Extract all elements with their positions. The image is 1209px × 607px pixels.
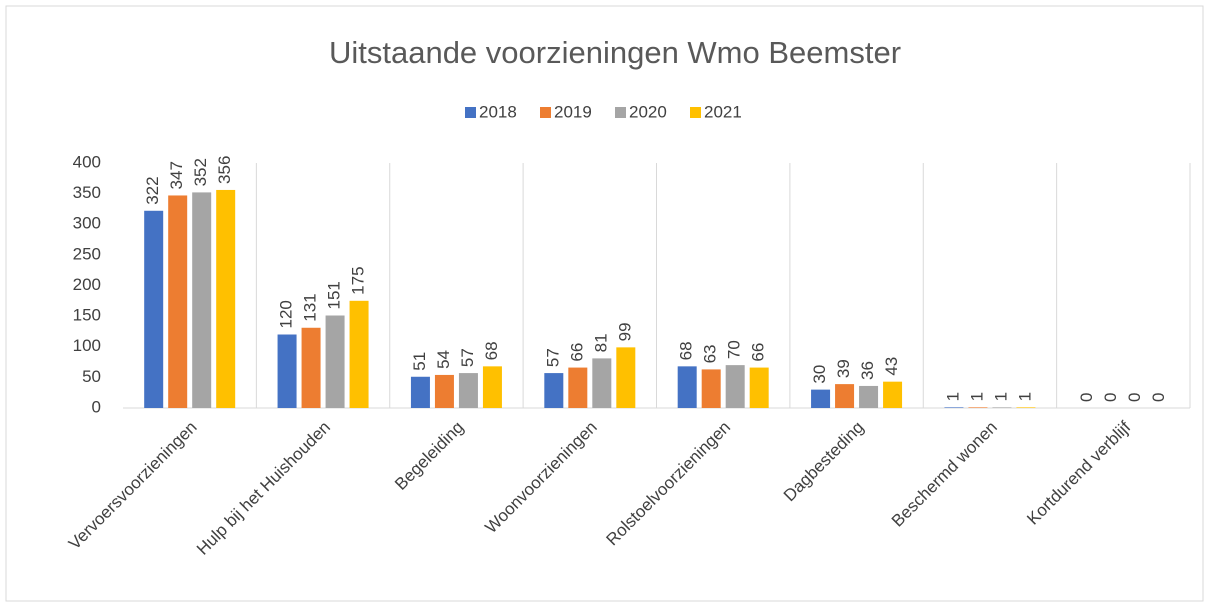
data-label: 347 bbox=[167, 161, 186, 189]
data-label: 0 bbox=[1149, 393, 1168, 402]
bar bbox=[410, 376, 430, 408]
data-label: 57 bbox=[543, 348, 562, 367]
bar bbox=[325, 315, 345, 408]
legend-label: 2020 bbox=[629, 102, 667, 121]
bar bbox=[883, 381, 903, 408]
legend-swatch bbox=[615, 107, 626, 118]
data-label: 120 bbox=[277, 300, 296, 328]
bar bbox=[144, 210, 164, 408]
bar bbox=[859, 385, 879, 408]
bar bbox=[1016, 407, 1036, 408]
data-label: 356 bbox=[215, 156, 234, 184]
bar bbox=[277, 334, 297, 408]
bar bbox=[434, 374, 454, 408]
y-tick-label: 350 bbox=[73, 183, 101, 202]
data-label: 322 bbox=[143, 176, 162, 204]
bar bbox=[349, 300, 369, 408]
data-label: 1 bbox=[1015, 392, 1034, 401]
bar bbox=[568, 367, 588, 408]
chart-title: Uitstaande voorzieningen Wmo Beemster bbox=[329, 35, 901, 70]
data-label: 51 bbox=[410, 352, 429, 371]
bar bbox=[725, 365, 745, 408]
bar bbox=[811, 389, 831, 408]
bar bbox=[168, 195, 188, 408]
data-label: 81 bbox=[591, 333, 610, 352]
data-label: 1 bbox=[991, 392, 1010, 401]
bar bbox=[968, 407, 988, 408]
data-label: 131 bbox=[301, 293, 320, 321]
data-label: 30 bbox=[810, 365, 829, 384]
bar bbox=[701, 369, 721, 408]
legend-label: 2018 bbox=[479, 102, 517, 121]
data-label: 66 bbox=[749, 343, 768, 362]
bar bbox=[616, 347, 636, 408]
data-label: 1 bbox=[967, 392, 986, 401]
y-tick-label: 200 bbox=[73, 275, 101, 294]
legend-label: 2021 bbox=[704, 102, 742, 121]
data-label: 70 bbox=[725, 340, 744, 359]
data-label: 36 bbox=[858, 361, 877, 380]
data-label: 43 bbox=[882, 357, 901, 376]
bar bbox=[944, 407, 964, 408]
y-tick-label: 150 bbox=[73, 306, 101, 325]
legend-swatch bbox=[690, 107, 701, 118]
bar bbox=[482, 366, 502, 408]
data-label: 175 bbox=[349, 266, 368, 294]
y-tick-label: 50 bbox=[82, 367, 101, 386]
data-label: 151 bbox=[325, 281, 344, 309]
bar bbox=[301, 327, 321, 408]
data-label: 54 bbox=[434, 350, 453, 369]
data-label: 39 bbox=[834, 359, 853, 378]
data-label: 68 bbox=[677, 341, 696, 360]
bar bbox=[677, 366, 697, 408]
bar bbox=[216, 189, 236, 408]
data-label: 99 bbox=[615, 322, 634, 341]
y-tick-label: 300 bbox=[73, 214, 101, 233]
data-label: 57 bbox=[458, 348, 477, 367]
legend-label: 2019 bbox=[554, 102, 592, 121]
y-tick-label: 0 bbox=[92, 397, 101, 416]
data-label: 0 bbox=[1077, 393, 1096, 402]
data-label: 1 bbox=[943, 392, 962, 401]
data-label: 66 bbox=[567, 343, 586, 362]
data-label: 68 bbox=[482, 341, 501, 360]
bar bbox=[592, 358, 612, 408]
bar bbox=[835, 384, 855, 408]
y-tick-label: 250 bbox=[73, 244, 101, 263]
legend-swatch bbox=[465, 107, 476, 118]
data-label: 63 bbox=[701, 344, 720, 363]
bar bbox=[544, 373, 564, 408]
data-label: 0 bbox=[1101, 393, 1120, 402]
y-tick-label: 100 bbox=[73, 336, 101, 355]
y-tick-label: 400 bbox=[73, 152, 101, 171]
bar bbox=[749, 367, 769, 408]
data-label: 0 bbox=[1125, 393, 1144, 402]
bar bbox=[192, 192, 212, 408]
bar bbox=[458, 373, 478, 408]
legend-swatch bbox=[540, 107, 551, 118]
data-label: 352 bbox=[191, 158, 210, 186]
bar bbox=[992, 407, 1012, 408]
